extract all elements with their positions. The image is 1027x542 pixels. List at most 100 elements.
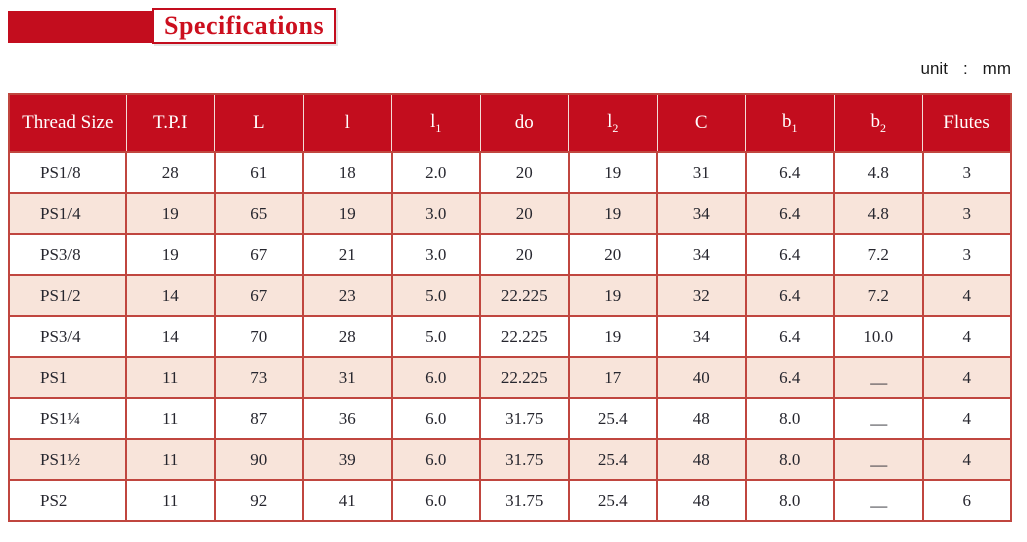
- table-cell: 28: [125, 151, 216, 194]
- table-cell: 6.4: [744, 315, 835, 358]
- no-value-dash: —: [870, 495, 887, 515]
- table-row-ps3-8: PS3/8 19 67 21 3.0 20 20 34 6.4 7.2 3: [8, 233, 1012, 276]
- column-header-subscript: 1: [791, 120, 798, 135]
- table-cell: 10.0: [833, 315, 924, 358]
- table-cell: 48: [656, 479, 747, 522]
- thread-size-cell: PS1/4: [8, 192, 127, 235]
- column-header-b1: b1: [745, 94, 835, 153]
- column-header-flutes: Flutes: [922, 94, 1012, 153]
- table-cell: 36: [302, 397, 393, 440]
- table-cell: 4: [921, 356, 1012, 399]
- table-cell: 11: [125, 356, 216, 399]
- table-cell: —: [833, 397, 924, 440]
- table-cell: 6.0: [390, 397, 481, 440]
- table-cell: 48: [656, 438, 747, 481]
- page-title: Specifications: [152, 8, 337, 44]
- table-cell: 32: [656, 274, 747, 317]
- table-row-ps1-: PS1¼ 11 87 36 6.0 31.75 25.4 48 8.0 — 4: [8, 397, 1012, 440]
- table-cell: 70: [213, 315, 304, 358]
- table-cell: 39: [302, 438, 393, 481]
- table-row-ps1-2: PS1/2 14 67 23 5.0 22.225 19 32 6.4 7.2 4: [8, 274, 1012, 317]
- table-cell: 25.4: [567, 397, 658, 440]
- table-cell: 4.8: [833, 192, 924, 235]
- table-cell: 8.0: [744, 438, 835, 481]
- table-cell: 6.0: [390, 438, 481, 481]
- table-cell: 40: [656, 356, 747, 399]
- no-value-dash: —: [870, 372, 887, 392]
- table-row-ps1-8: PS1/8 28 61 18 2.0 20 19 31 6.4 4.8 3: [8, 151, 1012, 194]
- table-cell: 31.75: [479, 397, 570, 440]
- table-cell: 23: [302, 274, 393, 317]
- table-cell: 20: [479, 233, 570, 276]
- table-cell: 22.225: [479, 274, 570, 317]
- table-cell: 4.8: [833, 151, 924, 194]
- table-cell: 14: [125, 315, 216, 358]
- table-cell: 11: [125, 438, 216, 481]
- table-body: PS1/8 28 61 18 2.0 20 19 31 6.4 4.8 3 PS1/4 19 65 19 3.…: [8, 151, 1012, 522]
- thread-size-cell: PS3/8: [8, 233, 127, 276]
- column-header-l1: l1: [391, 94, 481, 153]
- table-cell: 5.0: [390, 315, 481, 358]
- column-header-subscript: 1: [435, 120, 442, 135]
- table-cell: 6.4: [744, 233, 835, 276]
- table-cell: 6: [921, 479, 1012, 522]
- table-cell: —: [833, 438, 924, 481]
- table-cell: 11: [125, 397, 216, 440]
- table-cell: 6.4: [744, 151, 835, 194]
- thread-size-cell: PS1: [8, 356, 127, 399]
- table-row-ps3-4: PS3/4 14 70 28 5.0 22.225 19 34 6.4 10.0 4: [8, 315, 1012, 358]
- column-header-l: L: [214, 94, 304, 153]
- table-cell: 18: [302, 151, 393, 194]
- table-row-ps1: PS1 11 73 31 6.0 22.225 17 40 6.4 — 4: [8, 356, 1012, 399]
- table-cell: 90: [213, 438, 304, 481]
- thread-size-cell: PS1/8: [8, 151, 127, 194]
- table-cell: 6.4: [744, 192, 835, 235]
- table-cell: 31: [302, 356, 393, 399]
- no-value-dash: —: [870, 413, 887, 433]
- table-cell: 31.75: [479, 438, 570, 481]
- table-cell: 3: [921, 151, 1012, 194]
- table-cell: 14: [125, 274, 216, 317]
- thread-size-cell: PS1½: [8, 438, 127, 481]
- table-cell: 6.0: [390, 479, 481, 522]
- table-cell: 20: [479, 192, 570, 235]
- table-cell: 25.4: [567, 479, 658, 522]
- title-red-bar: [8, 11, 158, 43]
- table-cell: 4: [921, 438, 1012, 481]
- table-cell: 19: [125, 233, 216, 276]
- table-cell: 34: [656, 315, 747, 358]
- thread-size-cell: PS3/4: [8, 315, 127, 358]
- table-cell: 87: [213, 397, 304, 440]
- table-cell: 8.0: [744, 397, 835, 440]
- table-cell: 67: [213, 233, 304, 276]
- table-cell: 19: [567, 192, 658, 235]
- column-header-l: l: [302, 94, 392, 153]
- thread-size-cell: PS1/2: [8, 274, 127, 317]
- table-cell: 3: [921, 192, 1012, 235]
- table-cell: 19: [302, 192, 393, 235]
- table-cell: 19: [567, 315, 658, 358]
- table-cell: 22.225: [479, 356, 570, 399]
- table-cell: 19: [567, 151, 658, 194]
- table-cell: 3.0: [390, 233, 481, 276]
- table-cell: 11: [125, 479, 216, 522]
- table-cell: 61: [213, 151, 304, 194]
- table-cell: —: [833, 479, 924, 522]
- column-header-do: do: [479, 94, 569, 153]
- table-cell: 7.2: [833, 274, 924, 317]
- table-row-ps2: PS2 11 92 41 6.0 31.75 25.4 48 8.0 — 6: [8, 479, 1012, 522]
- table-cell: 8.0: [744, 479, 835, 522]
- table-cell: 5.0: [390, 274, 481, 317]
- table-cell: 17: [567, 356, 658, 399]
- table-cell: 6.4: [744, 356, 835, 399]
- table-cell: 4: [921, 397, 1012, 440]
- no-value-dash: —: [870, 454, 887, 474]
- table-cell: 92: [213, 479, 304, 522]
- thread-size-cell: PS2: [8, 479, 127, 522]
- column-header-b2: b2: [833, 94, 923, 153]
- table-cell: 19: [125, 192, 216, 235]
- column-header-c: C: [656, 94, 746, 153]
